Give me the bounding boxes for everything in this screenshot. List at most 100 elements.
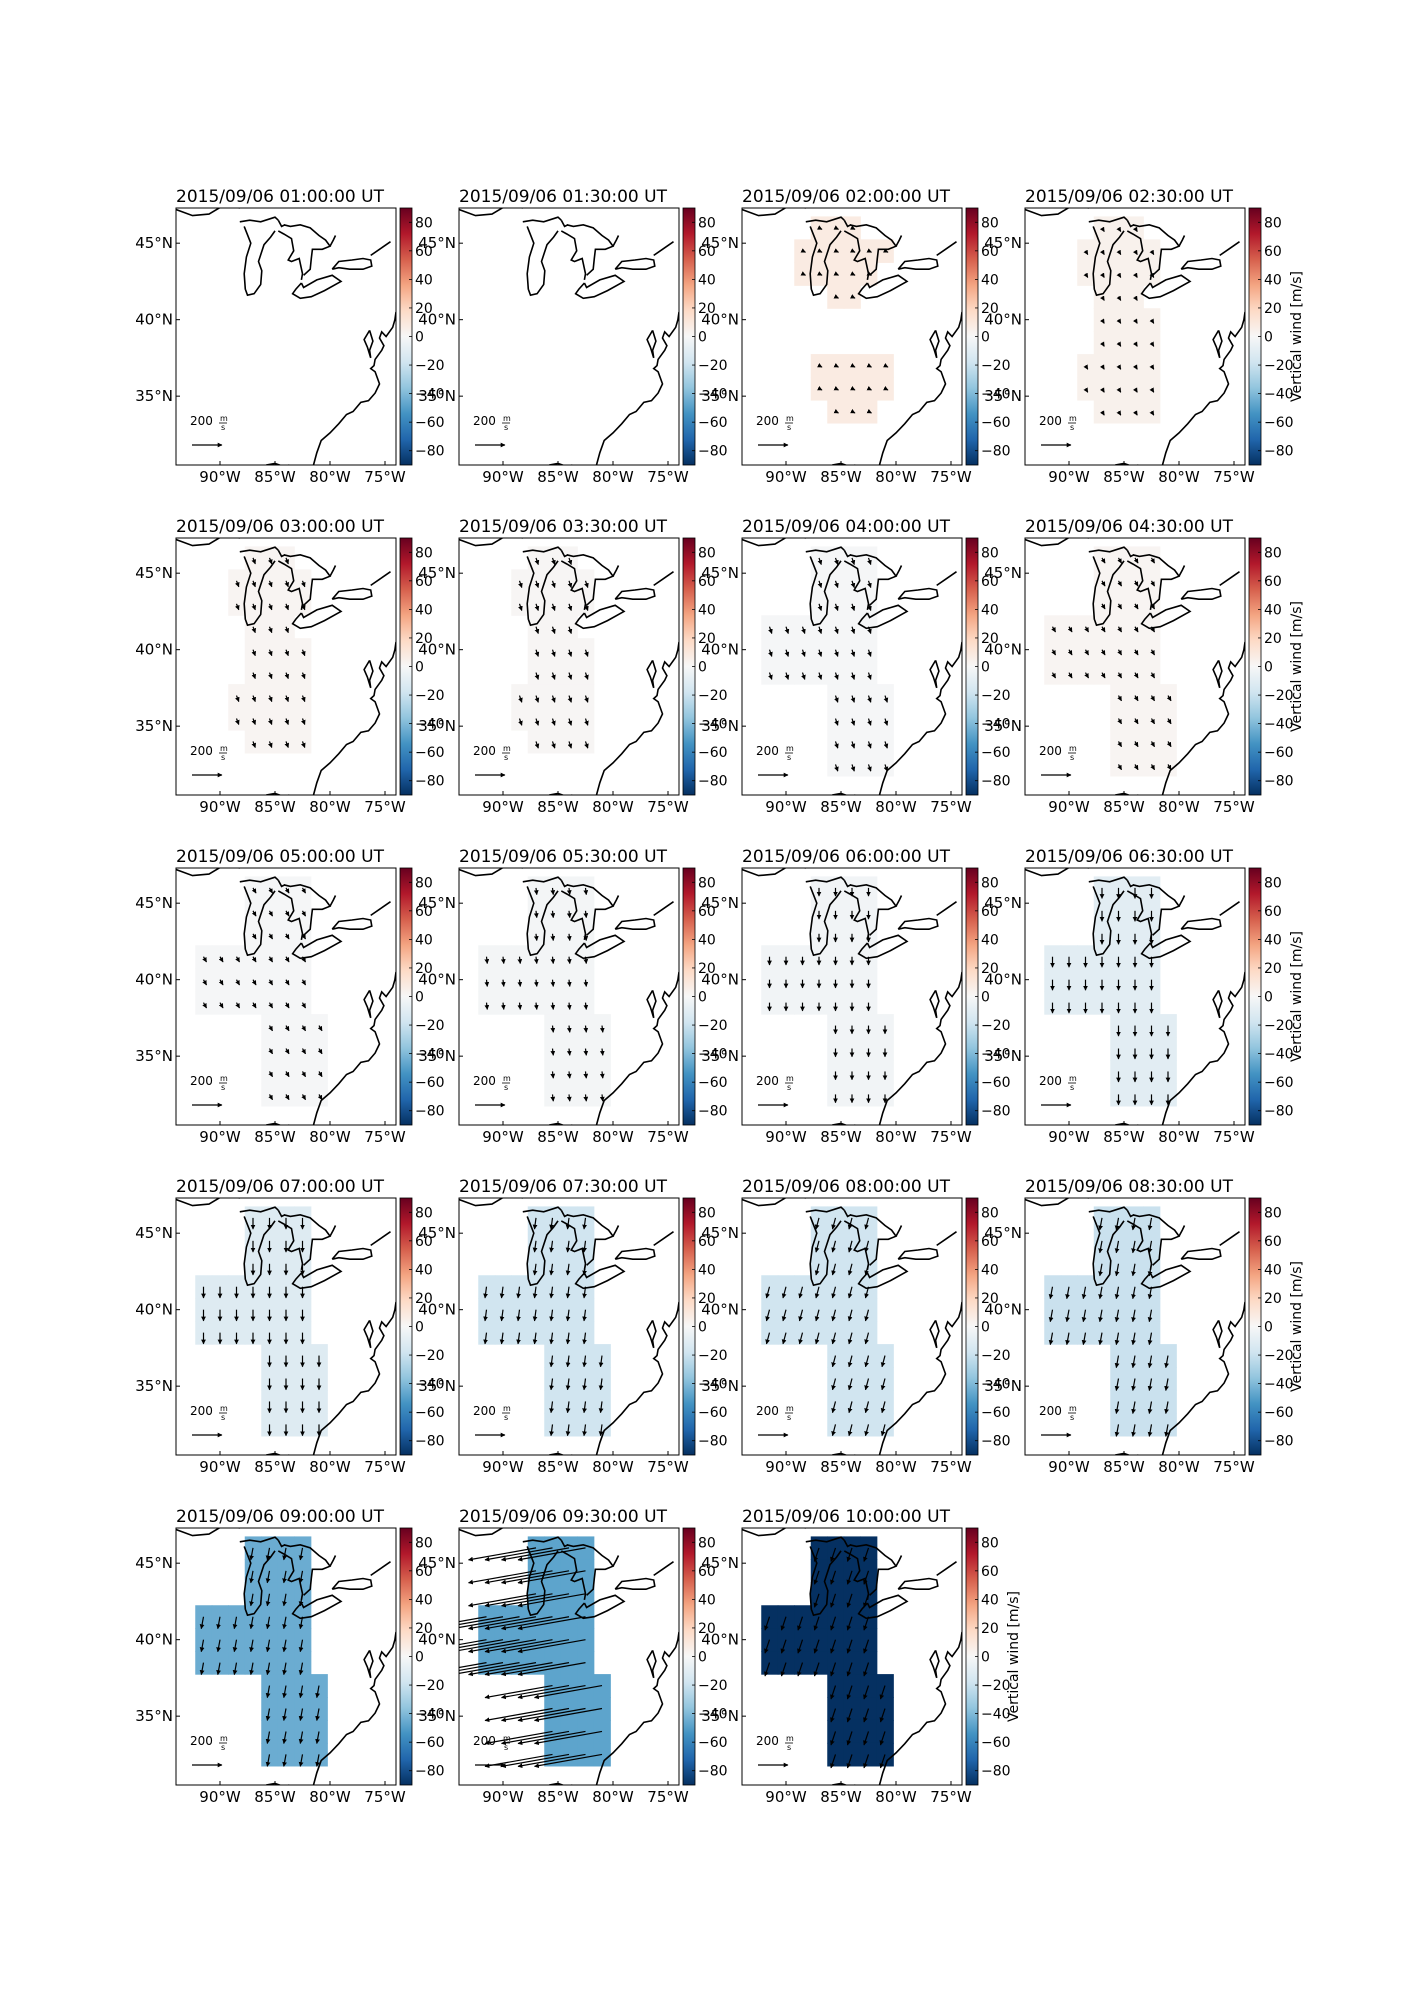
reference-vector-value: 200 xyxy=(756,1734,779,1748)
colorbar: 80 60 40 20 0 −20 −40 −60 −80 xyxy=(399,867,445,1126)
wind-vector xyxy=(584,580,589,589)
wind-vector xyxy=(1133,557,1139,564)
wind-vector xyxy=(598,1378,604,1391)
lat-tick-label: 45°N xyxy=(418,1554,456,1572)
colorbar-tick-label: 60 xyxy=(415,574,433,590)
wind-vector xyxy=(1150,695,1156,702)
lon-tick-label: 75°W xyxy=(647,1128,689,1146)
lat-tick-label: 45°N xyxy=(418,1224,456,1242)
wind-vector xyxy=(883,385,889,391)
colorbar: 80 60 40 20 0 −20 −40 −60 −80 xyxy=(965,207,1011,466)
wind-vector xyxy=(534,672,540,680)
colorbar-tick-label: 40 xyxy=(698,1262,716,1278)
panel-18: 2015/09/06 09:30:00 UT 200 ms 90°W 85°W 80°W 7… xyxy=(418,1507,727,1806)
wind-vector xyxy=(800,248,806,253)
colorbar-tick-label: 20 xyxy=(415,631,433,647)
wind-vector xyxy=(798,1332,804,1345)
lon-tick-label: 80°W xyxy=(309,1788,351,1806)
wind-vector xyxy=(1065,1309,1070,1323)
wind-vector xyxy=(550,1002,556,1010)
wind-vector xyxy=(500,956,506,964)
wind-vector xyxy=(533,887,539,896)
wind-vector xyxy=(801,649,806,657)
lat-tick-label: 40°N xyxy=(418,311,456,329)
colorbar-tick-label: 80 xyxy=(698,215,716,231)
wind-vector xyxy=(251,672,256,680)
wind-vector xyxy=(867,672,872,680)
wind-vector xyxy=(549,1378,554,1391)
wind-vector xyxy=(850,557,856,566)
coastline xyxy=(291,604,343,630)
reference-vector-unit-den: s xyxy=(221,1743,225,1752)
coastline xyxy=(857,934,909,960)
wind-vector xyxy=(1114,1217,1120,1231)
wind-vector xyxy=(1131,1378,1136,1391)
wind-vector xyxy=(817,271,823,276)
lon-tick-label: 80°W xyxy=(309,1128,351,1146)
wind-vector xyxy=(549,1217,554,1230)
coastline xyxy=(878,641,962,795)
wind-vector xyxy=(534,718,540,726)
wind-vector xyxy=(1100,672,1106,679)
lat-tick-label: 35°N xyxy=(701,1707,739,1725)
wind-vector xyxy=(1100,341,1105,347)
colorbar-tick-label: 20 xyxy=(981,301,999,317)
colorbar-tick-label: 0 xyxy=(415,1650,424,1666)
coastline xyxy=(612,235,620,247)
lon-tick-label: 90°W xyxy=(1048,1458,1090,1476)
lon-tick-label: 85°W xyxy=(820,798,862,816)
wind-vector xyxy=(301,979,307,986)
colorbar-tick-label: −40 xyxy=(981,717,1011,733)
colorbar-tick-label: 80 xyxy=(698,1205,716,1221)
vertical-wind-cell xyxy=(544,1536,562,1560)
lat-tick-label: 35°N xyxy=(135,387,173,405)
wind-vector xyxy=(1099,318,1105,324)
colorbar-tick-label: 20 xyxy=(981,1291,999,1307)
wind-vector xyxy=(1131,1217,1136,1231)
colorbar-tick-label: −80 xyxy=(415,1764,445,1780)
colorbar: 80 60 40 20 0 −20 −40 −60 −80 xyxy=(682,867,728,1126)
coastline xyxy=(1219,571,1240,587)
wind-vector xyxy=(550,956,556,964)
wind-vector xyxy=(850,408,856,414)
wind-vector xyxy=(834,672,839,680)
wind-vector xyxy=(1051,626,1057,633)
wind-vector xyxy=(582,1355,587,1368)
coastline xyxy=(549,792,573,795)
colorbar-tick-label: 60 xyxy=(1264,904,1282,920)
wind-vector xyxy=(781,1332,787,1345)
lat-tick-label: 40°N xyxy=(984,971,1022,989)
coastline xyxy=(595,971,679,1125)
lon-tick-label: 85°W xyxy=(820,1128,862,1146)
wind-vector xyxy=(831,1378,837,1391)
colorbar-tick-label: −60 xyxy=(415,1405,445,1421)
wind-vector xyxy=(1116,226,1122,233)
panel-plot-area xyxy=(742,1198,962,1455)
panel-frame xyxy=(1024,537,1246,796)
wind-vector xyxy=(268,695,273,703)
reference-vector-unit-den: s xyxy=(1070,753,1074,762)
wind-vector xyxy=(268,956,274,963)
wind-vector xyxy=(484,1002,490,1010)
wind-vector xyxy=(850,626,856,634)
wind-vector xyxy=(1100,580,1106,587)
wind-vector xyxy=(1150,603,1156,610)
wind-vector xyxy=(532,1217,538,1230)
vertical-wind-cell xyxy=(560,1628,578,1652)
wind-vector xyxy=(268,603,273,611)
coastline xyxy=(653,1561,674,1577)
lat-tick-label: 40°N xyxy=(984,1301,1022,1319)
coastline xyxy=(291,1264,343,1290)
lat-tick-label: 45°N xyxy=(418,894,456,912)
colorbar-tick-label: 0 xyxy=(698,660,707,676)
panel-plot-area xyxy=(742,868,962,1125)
wind-vector xyxy=(781,1309,787,1322)
colorbar-tick-label: 20 xyxy=(1264,301,1282,317)
wind-vector xyxy=(1133,603,1139,610)
panel-plot-area xyxy=(176,208,396,465)
colorbar-tick-label: 40 xyxy=(981,272,999,288)
coastline xyxy=(176,208,240,217)
wind-vector xyxy=(565,1355,571,1368)
lon-tick-label: 90°W xyxy=(765,1788,807,1806)
